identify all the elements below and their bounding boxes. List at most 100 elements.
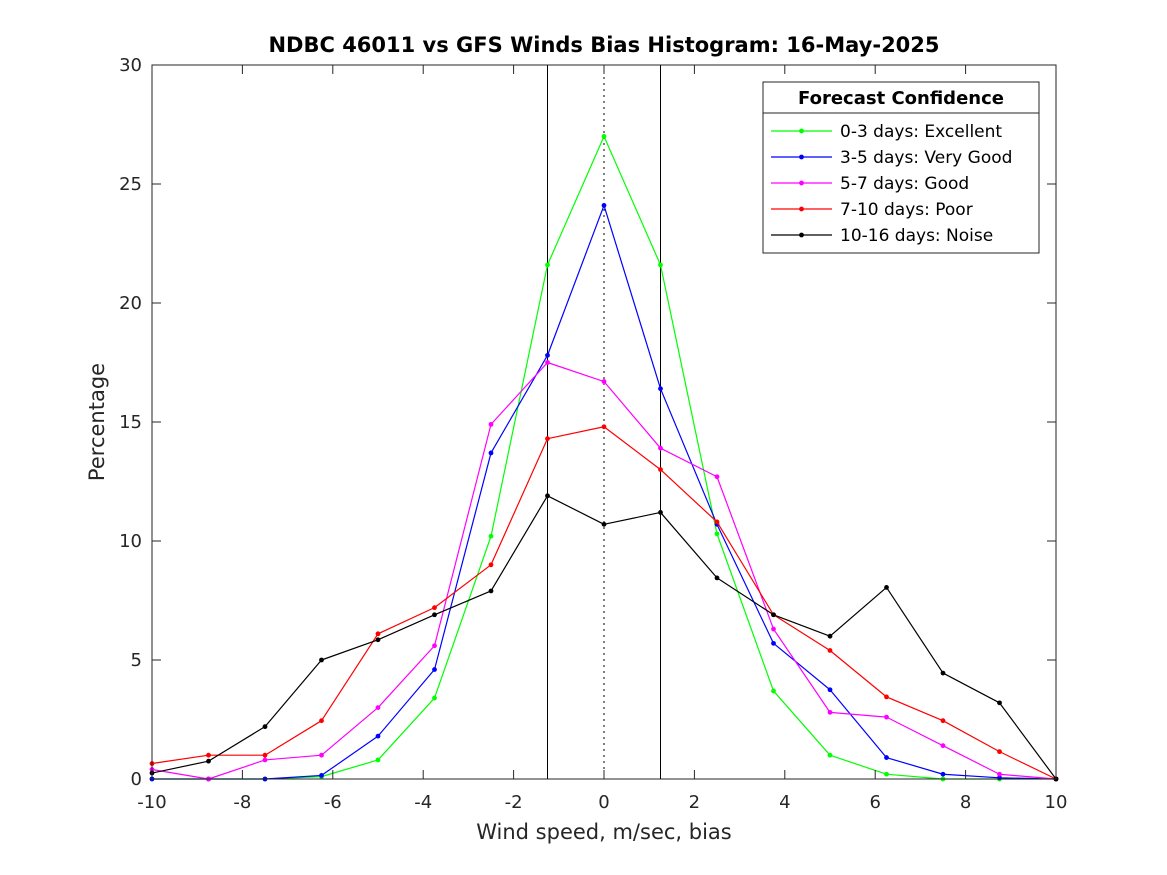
data-point: [488, 588, 494, 594]
legend-label: 5-7 days: Good: [840, 174, 969, 194]
y-tick-label: 20: [119, 293, 142, 314]
data-point: [601, 379, 607, 384]
data-point: [658, 510, 663, 515]
data-point: [601, 521, 607, 527]
legend-item-10-16-days-noise: 10-16 days: Noise: [771, 226, 993, 246]
x-axis-title: Wind speed, m/sec, bias: [476, 820, 732, 844]
y-tick-label: 25: [119, 174, 142, 195]
data-point: [375, 631, 381, 637]
data-point: [262, 724, 268, 730]
data-point: [827, 752, 833, 758]
legend-label: 0-3 days: Excellent: [840, 122, 1002, 142]
x-tick-label: 0: [598, 792, 609, 813]
data-point: [997, 771, 1002, 777]
series-7-10-days-poor: [149, 424, 1059, 782]
data-point: [432, 695, 437, 701]
data-point: [319, 752, 324, 758]
data-point: [658, 262, 663, 268]
data-point: [375, 733, 381, 739]
data-point: [997, 749, 1002, 755]
data-point: [488, 450, 494, 456]
x-tick-label: 4: [779, 792, 790, 813]
y-tick-label: 15: [119, 412, 142, 433]
data-point: [827, 648, 833, 653]
data-point: [714, 575, 720, 581]
data-point: [771, 626, 776, 632]
data-point: [884, 694, 889, 700]
legend-marker: [799, 232, 804, 238]
data-point: [319, 718, 324, 724]
data-point: [375, 705, 381, 710]
x-tick-label: -6: [324, 792, 342, 813]
data-point: [375, 637, 381, 643]
data-point: [884, 585, 889, 590]
data-point: [714, 531, 720, 537]
legend-label: 7-10 days: Poor: [840, 200, 973, 220]
data-point: [601, 134, 607, 139]
x-tick-label: 6: [869, 792, 880, 813]
data-point: [545, 436, 550, 442]
legend-item-3-5-days-very-good: 3-5 days: Very Good: [771, 148, 1012, 168]
x-tick-label: 8: [960, 792, 971, 813]
data-point: [545, 352, 550, 358]
legend-marker: [799, 180, 804, 186]
data-point: [432, 643, 437, 649]
data-point: [827, 687, 833, 693]
data-point: [545, 493, 550, 499]
legend-marker: [799, 206, 804, 212]
data-point: [714, 519, 720, 525]
legend-marker: [799, 154, 804, 160]
data-point: [601, 203, 607, 208]
legend-box: [762, 81, 1040, 254]
data-point: [262, 757, 268, 763]
y-tick-label: 30: [119, 55, 142, 76]
data-point: [884, 755, 889, 760]
y-axis-title: Percentage: [85, 363, 109, 481]
data-point: [262, 752, 268, 758]
data-point: [545, 262, 550, 268]
data-point: [771, 612, 776, 618]
series-10-16-days-noise: [149, 493, 1059, 782]
data-point: [997, 700, 1002, 706]
data-point: [658, 445, 663, 451]
data-point: [432, 667, 437, 672]
data-point: [432, 612, 437, 618]
y-tick-label: 5: [131, 650, 142, 671]
data-point: [545, 360, 550, 365]
data-point: [319, 657, 324, 663]
y-tick-label: 10: [119, 531, 142, 552]
legend-item-5-7-days-good: 5-7 days: Good: [771, 174, 969, 194]
data-point: [319, 773, 324, 778]
x-tick-label: 10: [1045, 792, 1068, 813]
x-tick-label: -8: [233, 792, 251, 813]
x-tick-label: -10: [137, 792, 166, 813]
data-point: [827, 633, 833, 639]
axis-ticks: -10 -8 -6 -4 -2 0 2 4 6 8 10 0 5 10 15 20 25 30: [119, 55, 1067, 813]
data-point: [771, 688, 776, 694]
data-point: [940, 670, 946, 676]
data-point: [658, 386, 663, 392]
y-tick-label: 0: [131, 769, 142, 790]
data-point: [488, 533, 494, 539]
data-point: [206, 752, 211, 758]
data-point: [375, 757, 381, 763]
data-point: [714, 474, 720, 480]
chart-title: NDBC 46011 vs GFS Winds Bias Histogram: …: [268, 33, 939, 57]
data-point: [206, 758, 211, 764]
reference-lines: [547, 65, 661, 779]
data-series: [149, 134, 1059, 782]
legend-marker: [799, 128, 804, 134]
data-point: [488, 421, 494, 427]
legend: Forecast Confidence 0-3 days: Excellent 3…: [762, 81, 1040, 254]
legend-item-7-10-days-poor: 7-10 days: Poor: [771, 200, 973, 220]
data-point: [432, 605, 437, 611]
legend-items: 0-3 days: Excellent 3-5 days: Very Good 5-…: [771, 122, 1012, 246]
legend-label: 10-16 days: Noise: [840, 226, 993, 246]
data-point: [658, 467, 663, 472]
data-point: [771, 640, 776, 646]
data-point: [940, 771, 946, 777]
x-tick-label: -2: [505, 792, 523, 813]
legend-label: 3-5 days: Very Good: [840, 148, 1012, 168]
legend-item-0-3-days-excellent: 0-3 days: Excellent: [771, 122, 1002, 142]
